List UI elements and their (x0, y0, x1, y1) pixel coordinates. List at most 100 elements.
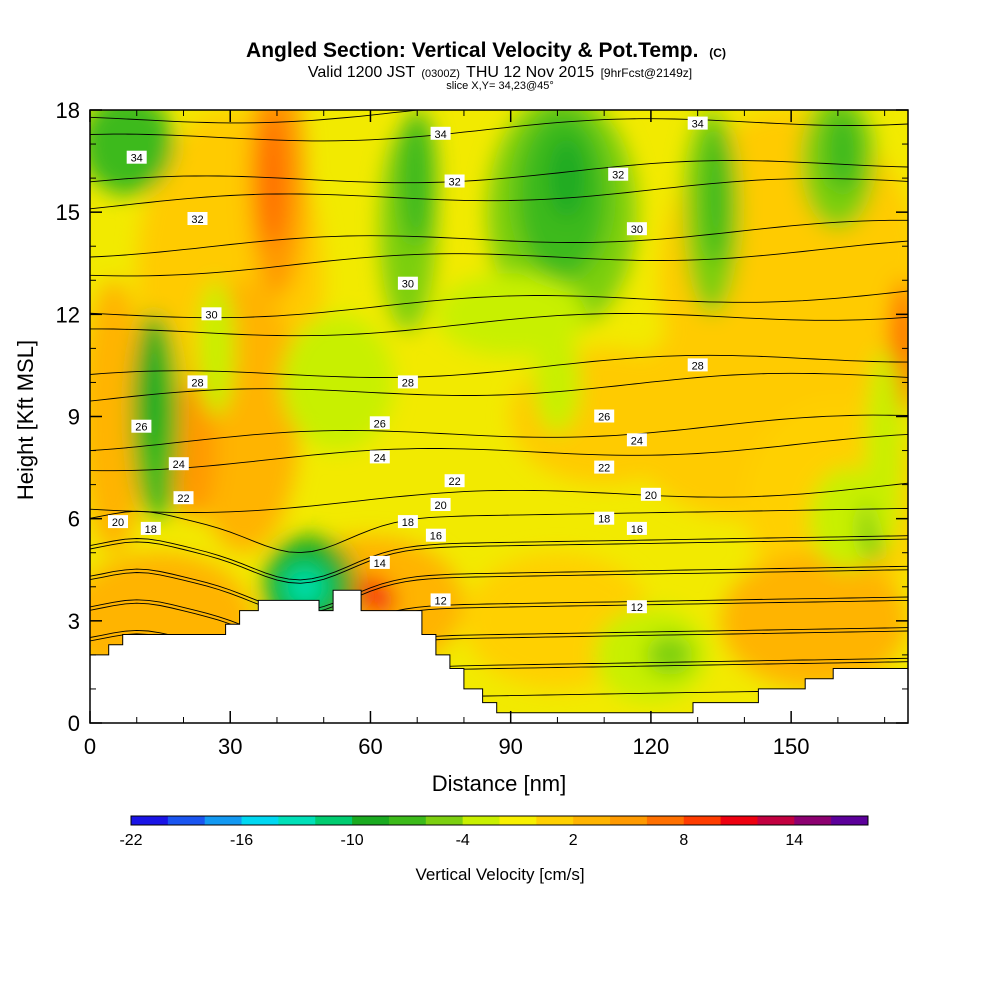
contour-label: 16 (631, 524, 643, 536)
colorbar-swatch (794, 816, 832, 825)
vertical-velocity-field (90, 110, 908, 703)
contour-label-bg (687, 358, 708, 372)
theta-contour-line (90, 313, 908, 337)
colorbar-tick-label: -16 (230, 832, 253, 849)
theta-contour-line (90, 535, 908, 581)
colorbar-swatch (315, 816, 353, 825)
contour-label: 24 (631, 435, 643, 447)
contour-label-bg (430, 593, 451, 607)
theta-contour-line (90, 569, 908, 615)
theta-contour-line (90, 354, 908, 378)
contour-label-bg (187, 375, 208, 389)
contour-label-bg (626, 222, 647, 236)
chart-subtitle: Valid 1200 JST (0300Z) THU 12 Nov 2015 [… (308, 64, 692, 81)
terrain (90, 589, 908, 723)
contour-label: 34 (692, 119, 704, 131)
x-tick-label: 150 (773, 734, 810, 759)
contour-label-bg (369, 555, 390, 569)
y-tick-label: 3 (68, 609, 80, 634)
theta-contour-line (90, 372, 908, 402)
colorbar-swatch (462, 816, 500, 825)
colorbar-swatch (425, 816, 464, 825)
theta-contour-line (90, 508, 908, 554)
y-tick-label: 9 (68, 405, 80, 430)
y-tick-label: 12 (56, 302, 80, 327)
contour-label: 18 (402, 517, 414, 529)
y-tick-label: 0 (68, 711, 80, 736)
theta-contour-line (90, 599, 908, 646)
contour-label: 28 (191, 377, 203, 389)
contour-label: 30 (631, 224, 643, 236)
contour-label-bg (444, 474, 465, 488)
contour-label-bg (140, 521, 161, 535)
velocity-region (823, 110, 862, 192)
colorbar-swatch (131, 816, 169, 825)
contour-label-bg (425, 528, 446, 542)
contour-label-bg (626, 600, 647, 614)
velocity-region (169, 382, 217, 519)
contour-label-bg (444, 174, 465, 188)
x-tick-label: 60 (358, 734, 382, 759)
contour-label: 18 (145, 524, 157, 536)
theta-contour-line (90, 414, 908, 452)
colorbar-swatch (831, 816, 869, 825)
colorbar-swatch (499, 816, 537, 825)
axes: 0 30 60 90 120 150 0 3 6 9 12 15 18 (56, 98, 908, 759)
contour-label: 14 (374, 558, 386, 570)
theta-contour-line (90, 219, 908, 258)
contour-label-bg (369, 450, 390, 464)
colorbar-swatch (352, 816, 390, 825)
contour-label: 12 (631, 602, 643, 614)
contour-label: 24 (173, 459, 185, 471)
contour-label: 30 (205, 309, 217, 321)
contour-label: 34 (131, 153, 143, 165)
colorbar-tick-label: 14 (785, 832, 803, 849)
contour-label-bg (687, 116, 708, 130)
colorbar: -22 -16 -10 -4 2 8 14 (119, 815, 869, 849)
contour-label: 20 (434, 500, 446, 512)
contour-label-bg (369, 416, 390, 430)
x-axis-label: Distance [nm] (432, 771, 567, 796)
contour-label-bg (397, 276, 418, 290)
y-tick-label: 15 (56, 200, 80, 225)
velocity-region (281, 314, 394, 451)
x-tick-label: 120 (633, 734, 670, 759)
contour-label: 22 (177, 493, 189, 505)
theta-contour-line (90, 596, 908, 642)
theta-contour-line (90, 433, 908, 472)
velocity-region (435, 273, 586, 356)
y-tick-label: 6 (68, 507, 80, 532)
theta-contour-line (90, 565, 908, 611)
chart-title: Angled Section: Vertical Velocity & Pot.… (246, 39, 726, 62)
colorbar-swatch (683, 816, 722, 825)
velocity-region (146, 450, 175, 519)
contour-label: 30 (402, 279, 414, 291)
contour-label-bg (201, 307, 222, 321)
theta-contour-line (90, 110, 423, 124)
contour-label: 26 (135, 422, 147, 434)
contour-label: 24 (374, 452, 386, 464)
x-tick-label: 90 (498, 734, 522, 759)
colorbar-swatch (757, 816, 795, 825)
contour-label-bg (430, 498, 451, 511)
contour-label-bg (430, 126, 451, 140)
theta-contour-line (90, 240, 908, 277)
theta-contour-line (90, 482, 908, 513)
colorbar-swatch (573, 816, 611, 825)
velocity-region (534, 331, 581, 434)
contour-label-bg (608, 167, 629, 181)
contour-label-bg (594, 460, 615, 474)
contour-label-bg (397, 515, 418, 529)
theta-contour-line (90, 290, 908, 319)
colorbar-swatch (204, 816, 243, 825)
contour-label-bg (187, 212, 208, 225)
y-axis-label: Height [Kft MSL] (13, 340, 38, 500)
colorbar-swatch (720, 816, 758, 825)
velocity-region (702, 127, 731, 264)
x-tick-label: 0 (84, 734, 96, 759)
contour-label: 28 (692, 360, 704, 372)
velocity-region (90, 280, 147, 553)
contour-label: 20 (112, 517, 124, 529)
contour-label: 32 (191, 214, 203, 226)
velocity-region (398, 110, 436, 247)
